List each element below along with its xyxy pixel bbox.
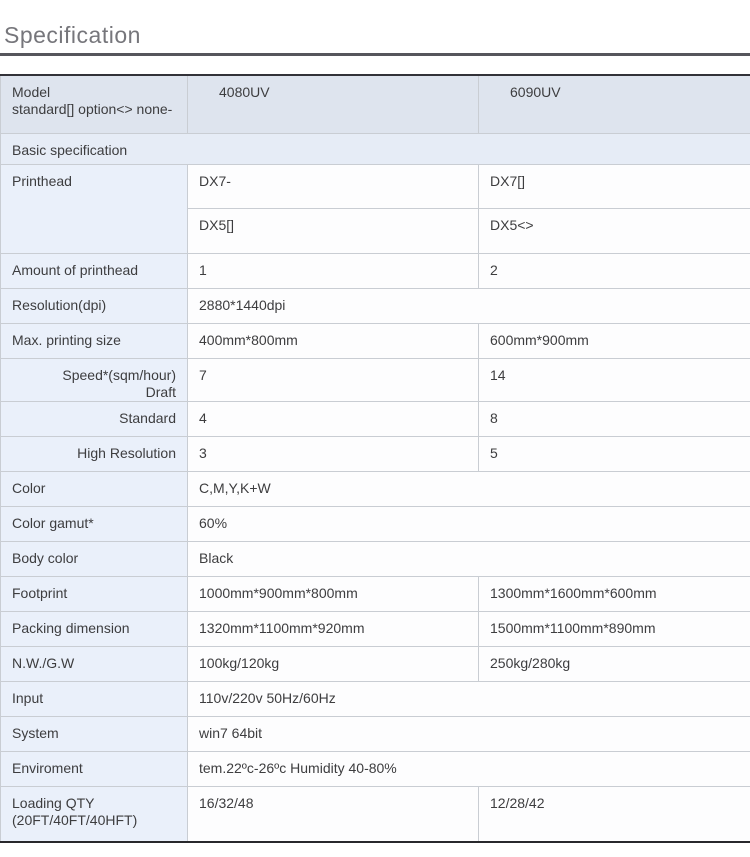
header-model-cell: Model standard[] option<> none- xyxy=(1,75,188,133)
cell-environment-label: Enviroment xyxy=(1,751,188,786)
cell-gamut-label: Color gamut* xyxy=(1,506,188,541)
speed-label-line1: Speed*(sqm/hour) xyxy=(12,367,176,384)
row-amount-of-printhead: Amount of printhead 1 2 xyxy=(1,253,750,288)
section-row-basic-specification: Basic specification xyxy=(1,133,750,164)
cell-color-label: Color xyxy=(1,471,188,506)
cell-input-label: Input xyxy=(1,681,188,716)
cell-max-size-6090uv: 600mm*900mm xyxy=(479,323,750,358)
cell-high-res-4080uv: 3 xyxy=(188,436,479,471)
cell-printhead-label: Printhead xyxy=(1,164,188,253)
header-model-options: standard[] option<> none- xyxy=(12,101,176,118)
cell-weight-label: N.W./G.W xyxy=(1,646,188,681)
cell-body-color-value: Black xyxy=(188,541,750,576)
cell-standard-4080uv: 4 xyxy=(188,401,479,436)
cell-loading-4080uv: 16/32/48 xyxy=(188,786,479,842)
cell-printhead-dx7-6090uv: DX7[] xyxy=(479,164,750,208)
row-footprint: Footprint 1000mm*900mm*800mm 1300mm*1600… xyxy=(1,576,750,611)
cell-resolution-label: Resolution(dpi) xyxy=(1,288,188,323)
loading-label-line1: Loading QTY xyxy=(12,795,176,812)
row-system: System win7 64bit xyxy=(1,716,750,751)
cell-footprint-6090uv: 1300mm*1600mm*600mm xyxy=(479,576,750,611)
row-color: Color C,M,Y,K+W xyxy=(1,471,750,506)
page-title: Specification xyxy=(4,22,750,48)
row-body-color: Body color Black xyxy=(1,541,750,576)
row-max-printing-size: Max. printing size 400mm*800mm 600mm*900… xyxy=(1,323,750,358)
row-loading-qty: Loading QTY (20FT/40FT/40HFT) 16/32/48 1… xyxy=(1,786,750,842)
cell-high-res-label: High Resolution xyxy=(1,436,188,471)
cell-printhead-dx5-4080uv: DX5[] xyxy=(188,208,479,253)
row-input: Input 110v/220v 50Hz/60Hz xyxy=(1,681,750,716)
cell-max-size-label: Max. printing size xyxy=(1,323,188,358)
header-row: Model standard[] option<> none- 4080UV 6… xyxy=(1,75,750,133)
header-model-label: Model xyxy=(12,84,176,101)
row-speed-high-resolution: High Resolution 3 5 xyxy=(1,436,750,471)
spec-table: Model standard[] option<> none- 4080UV 6… xyxy=(0,74,750,843)
cell-system-label: System xyxy=(1,716,188,751)
cell-color-value: C,M,Y,K+W xyxy=(188,471,750,506)
cell-standard-label: Standard xyxy=(1,401,188,436)
cell-amount-label: Amount of printhead xyxy=(1,253,188,288)
cell-loading-label: Loading QTY (20FT/40FT/40HFT) xyxy=(1,786,188,842)
cell-high-res-6090uv: 5 xyxy=(479,436,750,471)
cell-gamut-value: 60% xyxy=(188,506,750,541)
row-speed-standard: Standard 4 8 xyxy=(1,401,750,436)
cell-loading-6090uv: 12/28/42 xyxy=(479,786,750,842)
cell-system-value: win7 64bit xyxy=(188,716,750,751)
row-speed-draft: Speed*(sqm/hour) Draft 7 14 xyxy=(1,358,750,401)
cell-footprint-label: Footprint xyxy=(1,576,188,611)
cell-weight-4080uv: 100kg/120kg xyxy=(188,646,479,681)
row-color-gamut: Color gamut* 60% xyxy=(1,506,750,541)
row-resolution: Resolution(dpi) 2880*1440dpi xyxy=(1,288,750,323)
cell-amount-4080uv: 1 xyxy=(188,253,479,288)
header-model-6090uv: 6090UV xyxy=(479,75,750,133)
cell-amount-6090uv: 2 xyxy=(479,253,750,288)
header-model-4080uv: 4080UV xyxy=(188,75,479,133)
cell-packing-label: Packing dimension xyxy=(1,611,188,646)
cell-environment-value: tem.22ºc-26ºc Humidity 40-80% xyxy=(188,751,750,786)
row-printhead-dx7: Printhead DX7- DX7[] xyxy=(1,164,750,208)
cell-resolution-value: 2880*1440dpi xyxy=(188,288,750,323)
row-weight: N.W./G.W 100kg/120kg 250kg/280kg xyxy=(1,646,750,681)
cell-input-value: 110v/220v 50Hz/60Hz xyxy=(188,681,750,716)
cell-body-color-label: Body color xyxy=(1,541,188,576)
loading-label-line2: (20FT/40FT/40HFT) xyxy=(12,812,176,829)
cell-footprint-4080uv: 1000mm*900mm*800mm xyxy=(188,576,479,611)
row-packing-dimension: Packing dimension 1320mm*1100mm*920mm 15… xyxy=(1,611,750,646)
cell-max-size-4080uv: 400mm*800mm xyxy=(188,323,479,358)
cell-speed-label: Speed*(sqm/hour) Draft xyxy=(1,358,188,401)
cell-speed-draft-6090uv: 14 xyxy=(479,358,750,401)
section-label: Basic specification xyxy=(1,133,750,164)
cell-weight-6090uv: 250kg/280kg xyxy=(479,646,750,681)
title-divider xyxy=(0,53,750,56)
cell-speed-draft-4080uv: 7 xyxy=(188,358,479,401)
cell-packing-6090uv: 1500mm*1100mm*890mm xyxy=(479,611,750,646)
cell-packing-4080uv: 1320mm*1100mm*920mm xyxy=(188,611,479,646)
row-environment: Enviroment tem.22ºc-26ºc Humidity 40-80% xyxy=(1,751,750,786)
cell-standard-6090uv: 8 xyxy=(479,401,750,436)
cell-printhead-dx5-6090uv: DX5<> xyxy=(479,208,750,253)
page: Specification Model standard[] option<> … xyxy=(0,22,750,843)
cell-printhead-dx7-4080uv: DX7- xyxy=(188,164,479,208)
speed-label-line2: Draft xyxy=(12,384,176,401)
